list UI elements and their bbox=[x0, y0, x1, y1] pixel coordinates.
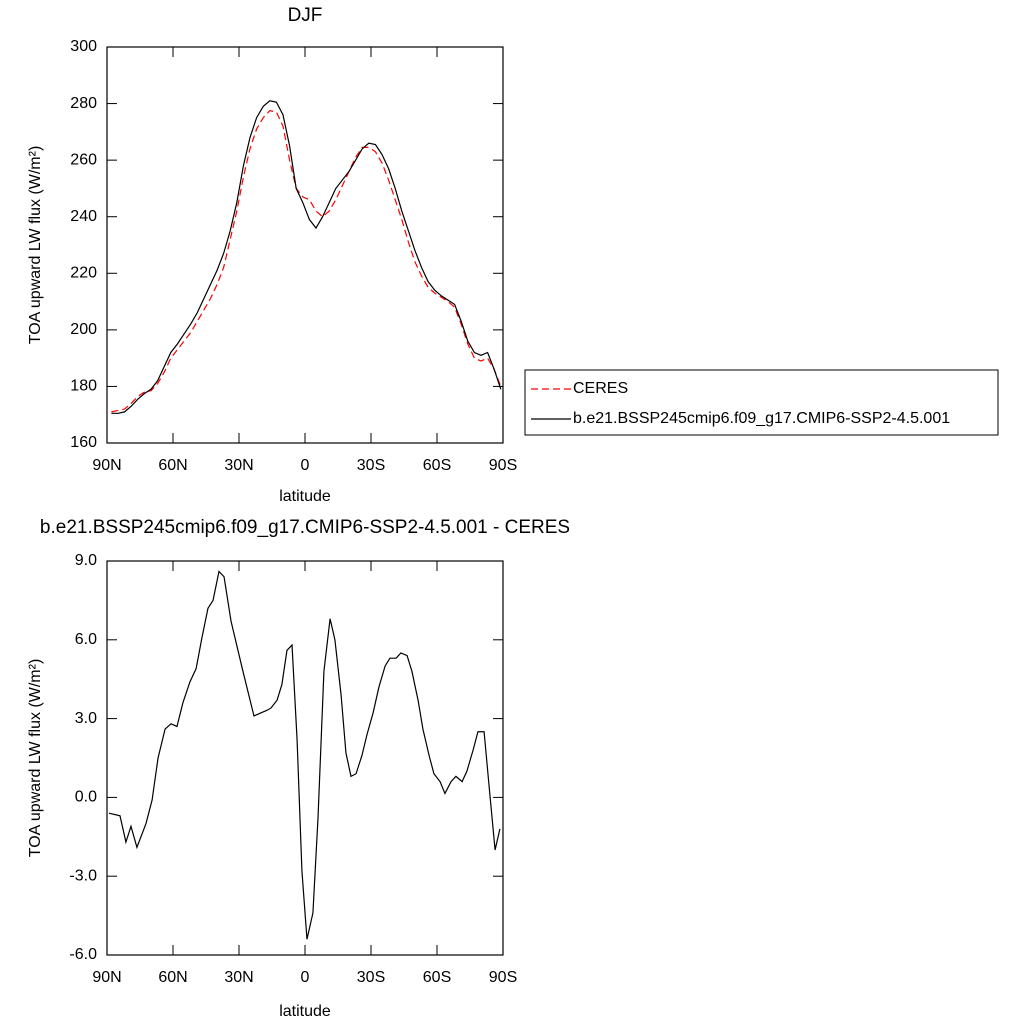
y-tick-label: 160 bbox=[70, 434, 97, 451]
chart-title: b.e21.BSSP245cmip6.f09_g17.CMIP6-SSP2-4.… bbox=[40, 517, 570, 538]
x-tick-label: 60S bbox=[423, 969, 451, 986]
data-line bbox=[111, 109, 502, 413]
legend-label: CERES bbox=[573, 380, 628, 397]
y-tick-label: -6.0 bbox=[69, 946, 97, 963]
legend: CERES b.e21.BSSP245cmip6.f09_g17.CMIP6-SS… bbox=[524, 369, 999, 436]
x-tick-label: 0 bbox=[301, 969, 310, 986]
x-tick-label: 30N bbox=[224, 969, 253, 986]
legend-box bbox=[524, 369, 999, 436]
x-tick-label: 90N bbox=[92, 969, 121, 986]
y-tick-label: 3.0 bbox=[75, 710, 97, 727]
x-tick-label: 30S bbox=[357, 969, 385, 986]
x-tick-label: 90N bbox=[92, 457, 121, 474]
y-tick-label: 200 bbox=[70, 321, 97, 338]
y-tick-label: 300 bbox=[70, 38, 97, 55]
y-tick-label: 260 bbox=[70, 151, 97, 168]
data-line bbox=[111, 100, 502, 414]
x-tick-label: 30N bbox=[224, 457, 253, 474]
y-tick-label: 220 bbox=[70, 265, 97, 282]
plot-frame bbox=[106, 560, 504, 956]
x-tick-label: 60S bbox=[423, 457, 451, 474]
x-tick-label: 30S bbox=[357, 457, 385, 474]
x-tick-label: 60N bbox=[158, 969, 187, 986]
x-tick-label: 60N bbox=[158, 457, 187, 474]
x-tick-label: 0 bbox=[301, 457, 310, 474]
plot-frame bbox=[106, 46, 504, 444]
y-tick-label: 6.0 bbox=[75, 631, 97, 648]
y-tick-label: 240 bbox=[70, 208, 97, 225]
chart-title: DJF bbox=[288, 5, 323, 26]
data-line bbox=[108, 570, 501, 940]
y-tick-label: 9.0 bbox=[75, 552, 97, 569]
y-tick-label: -3.0 bbox=[69, 867, 97, 884]
y-axis-label: TOA upward LW flux (W/m²) bbox=[27, 146, 44, 345]
x-tick-label: 90S bbox=[489, 969, 517, 986]
legend-label: b.e21.BSSP245cmip6.f09_g17.CMIP6-SSP2-4.… bbox=[573, 410, 950, 427]
x-tick-label: 90S bbox=[489, 457, 517, 474]
x-axis-label: latitude bbox=[279, 488, 331, 505]
y-tick-label: 0.0 bbox=[75, 789, 97, 806]
y-axis-label: TOA upward LW flux (W/m²) bbox=[27, 659, 44, 858]
y-tick-label: 280 bbox=[70, 95, 97, 112]
x-axis-label: latitude bbox=[279, 1003, 331, 1020]
y-tick-label: 180 bbox=[70, 378, 97, 395]
